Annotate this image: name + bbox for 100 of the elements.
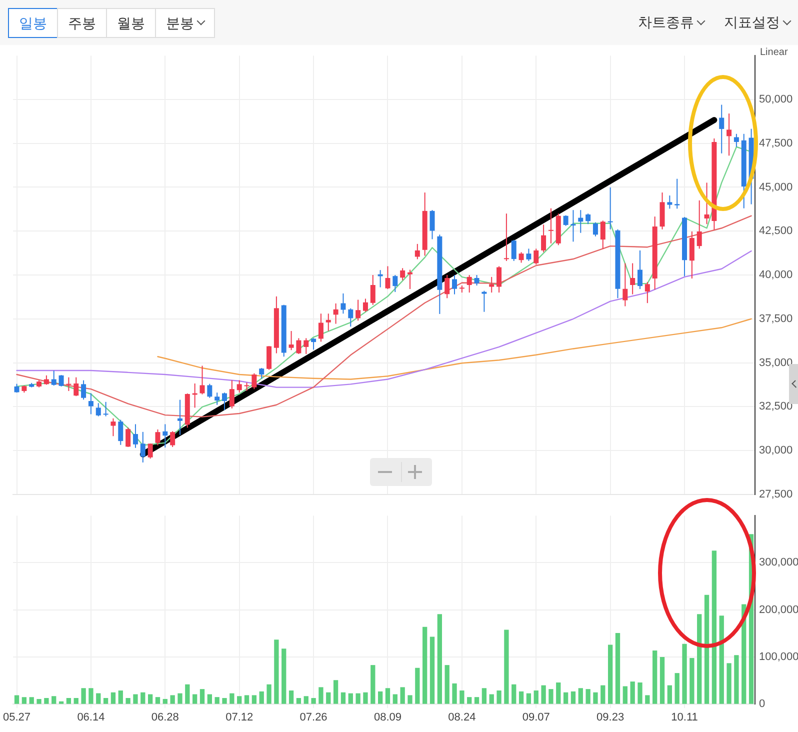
x-tick-label: 07.12: [226, 712, 254, 724]
y-tick-label: 30,000: [759, 444, 793, 457]
candlestick: [229, 380, 234, 409]
bar: [518, 691, 524, 704]
bar: [66, 698, 72, 704]
y-tick-label: 47,500: [759, 137, 793, 150]
candlestick: [266, 346, 272, 370]
bar: [326, 692, 331, 704]
x-tick-label: 06.28: [151, 712, 179, 724]
candlestick: [526, 248, 532, 262]
bar: [726, 663, 732, 704]
candlestick: [340, 292, 346, 314]
bar: [214, 697, 220, 704]
bar: [378, 691, 383, 704]
candlestick: [259, 368, 264, 380]
candlestick: [638, 250, 642, 290]
candlestick: [414, 243, 420, 260]
text: 분봉: [166, 14, 194, 32]
candlestick: [58, 374, 64, 387]
candlestick: [132, 424, 138, 448]
bar: [304, 696, 308, 704]
candlestick: [311, 338, 316, 350]
bar: [482, 688, 487, 704]
bar: [638, 682, 642, 704]
bar: [230, 693, 234, 704]
bar: [593, 692, 598, 704]
bar: [712, 550, 717, 704]
candlestick: [696, 200, 702, 250]
candlestick: [578, 210, 584, 234]
candlestick: [385, 266, 390, 290]
candlestick: [356, 299, 361, 322]
bar: [422, 626, 428, 704]
candlestick: [570, 210, 576, 242]
y-tick-label: 100,000: [759, 650, 798, 663]
candlestick: [333, 302, 338, 324]
candlestick: [236, 380, 242, 394]
candlestick: [534, 248, 539, 265]
x-tick-label: 10.11: [671, 712, 698, 724]
x-tick-label: 05.27: [3, 712, 31, 724]
bar: [645, 695, 650, 704]
candlestick: [96, 402, 101, 417]
candlestick: [162, 424, 168, 448]
bar: [363, 692, 368, 704]
text: 차트종류: [638, 14, 694, 32]
candlestick: [622, 262, 628, 307]
bar: [437, 614, 442, 704]
candlestick: [689, 230, 694, 280]
candlestick: [177, 399, 182, 436]
candlestick: [66, 376, 72, 392]
bar: [674, 673, 680, 704]
y-tick-label: 27,500: [759, 488, 793, 500]
candlestick: [407, 269, 412, 290]
x-tick-label: 08.09: [374, 712, 402, 724]
candlestick: [252, 372, 257, 390]
bar: [318, 687, 324, 704]
bar: [682, 644, 687, 704]
bar: [600, 685, 606, 704]
bar: [44, 698, 49, 704]
bar: [192, 694, 198, 704]
x-tick-label: 08.24: [448, 712, 476, 724]
bar: [356, 693, 360, 704]
bar: [266, 684, 272, 704]
candlestick: [400, 268, 406, 281]
candlestick: [44, 374, 49, 386]
bar: [14, 695, 20, 704]
bar: [548, 689, 554, 704]
candlestick: [644, 282, 650, 304]
bar: [697, 614, 702, 704]
bar: [259, 691, 264, 704]
bar: [348, 693, 353, 704]
candlestick: [51, 370, 56, 386]
y-tick-label: 200,000: [759, 604, 798, 616]
bar: [489, 694, 494, 704]
y-tick-label: 35,000: [759, 356, 793, 369]
bar: [630, 682, 635, 704]
bar: [133, 694, 138, 704]
bar: [200, 689, 205, 704]
candlestick: [81, 380, 86, 400]
bar: [504, 630, 509, 704]
bar: [296, 698, 302, 704]
text: Linear: [760, 47, 788, 58]
candlestick: [126, 427, 131, 448]
candlestick: [719, 104, 724, 154]
y-tick-label: 37,500: [759, 312, 793, 325]
y-tick-label: 45,000: [759, 181, 793, 194]
bar: [118, 690, 123, 704]
candlestick: [103, 401, 108, 417]
bar: [570, 691, 576, 704]
candlestick: [222, 392, 228, 411]
candlestick: [541, 224, 546, 253]
bar: [103, 698, 108, 704]
y-tick-label: 300,000: [759, 556, 798, 569]
candlestick: [563, 214, 568, 226]
bar: [400, 687, 405, 704]
x-tick-label: 06.14: [77, 712, 105, 724]
bar: [452, 683, 457, 704]
candlestick: [110, 418, 116, 437]
bar: [392, 694, 398, 704]
bar: [415, 668, 420, 704]
candlestick: [734, 133, 739, 148]
